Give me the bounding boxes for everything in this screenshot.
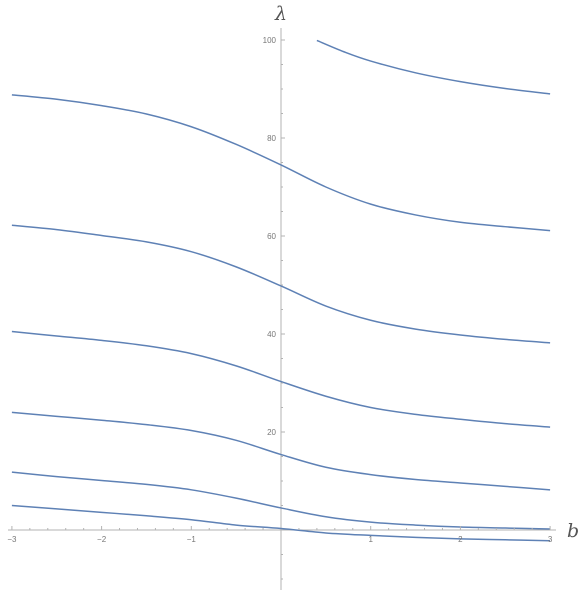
- curves: [11, 39, 551, 542]
- curve-6: [11, 94, 551, 232]
- x-tick-label: 3: [548, 535, 553, 544]
- y-axis-label: λ: [274, 3, 287, 25]
- y-tick-label: 20: [267, 428, 276, 437]
- x-tick-label: 2: [458, 535, 463, 544]
- curve-7: [316, 39, 551, 95]
- x-tick-label: −2: [97, 535, 107, 544]
- x-tick-label: −1: [187, 535, 197, 544]
- x-axis-label: b: [567, 520, 579, 542]
- curve-3: [11, 411, 551, 491]
- x-tick-label: −3: [7, 535, 17, 544]
- curve-1: [11, 504, 551, 542]
- ticks: −3 −2 −1 1 2 3 20 40 60 80 100: [7, 36, 553, 580]
- x-tick-label: 1: [368, 535, 373, 544]
- y-tick-label: 100: [263, 36, 277, 45]
- curve-5: [11, 224, 551, 344]
- y-tick-label: 80: [267, 134, 276, 143]
- y-tick-label: 40: [267, 330, 276, 339]
- curve-4: [11, 330, 551, 428]
- y-tick-label: 60: [267, 232, 276, 241]
